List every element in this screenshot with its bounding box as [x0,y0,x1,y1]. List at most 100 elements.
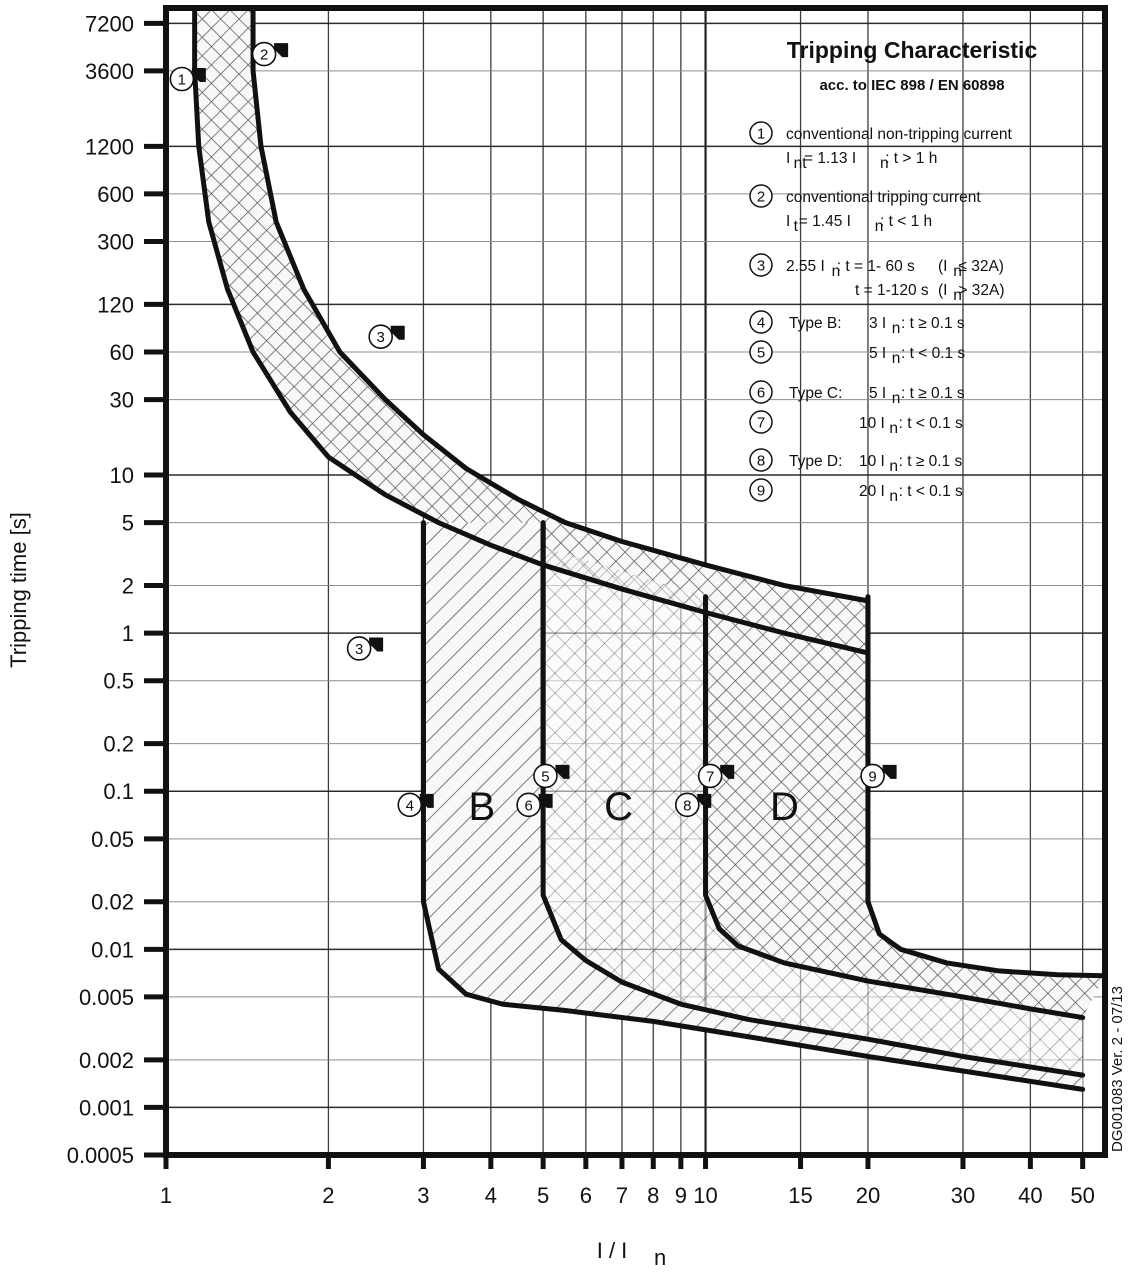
x-tick-label: 9 [675,1183,687,1208]
svg-text:I: I [786,213,790,230]
y-tick-label: 0.002 [79,1048,134,1073]
svg-text:3: 3 [355,641,363,658]
svg-text:n: n [892,350,901,367]
svg-text:conventional non-tripping curr: conventional non-tripping current [786,126,1012,143]
legend-type-5-value: 5 I n: t < 0.1 s [869,345,965,367]
svg-text:10 I: 10 I [859,415,885,432]
y-tick-label: 3600 [85,59,134,84]
y-tick-label: 7200 [85,11,134,36]
svg-text:nt: nt [794,155,808,172]
svg-text:3: 3 [377,329,385,346]
x-tick-label: 2 [322,1183,334,1208]
x-tick-label: 6 [580,1183,592,1208]
svg-text:: t ≥ 0.1 s: : t ≥ 0.1 s [901,315,965,332]
y-tick-label: 0.001 [79,1095,134,1120]
x-axis-title-sub: n [654,1245,666,1270]
x-axis-title-main: I / I [597,1238,628,1263]
legend-marker-6: 6 [749,380,773,404]
svg-text:1: 1 [178,71,186,88]
svg-text:n: n [892,320,901,337]
svg-text:Type B:: Type B: [789,315,842,332]
svg-text:n: n [889,488,898,505]
svg-text:7: 7 [706,768,714,785]
svg-text:: t > 1 h: : t > 1 h [885,150,937,167]
svg-text:3 I: 3 I [869,315,886,332]
svg-text:conventional tripping current: conventional tripping current [786,189,981,206]
legend-entry-3-line1: 2.55 I n : t = 1- 60 s (I n ≤ 32A) [786,258,1004,280]
x-tick-label: 4 [485,1183,497,1208]
marker-3b: 3 [346,636,384,661]
legend-marker-8: 8 [749,448,773,472]
legend-marker-5: 5 [749,340,773,364]
svg-text:≤ 32A): ≤ 32A) [958,258,1004,275]
y-tick-label: 2 [122,574,134,599]
y-tick-label: 120 [97,292,134,317]
x-tick-label: 20 [856,1183,880,1208]
curve-type-B-magnetic-upper [540,520,1086,1078]
curve-lines [192,8,1105,1092]
svg-text:t: t [794,218,799,235]
svg-text:: t ≥ 0.1 s: : t ≥ 0.1 s [901,385,965,402]
y-tick-label: 0.005 [79,985,134,1010]
svg-text:(I: (I [938,282,947,299]
svg-text:4: 4 [406,797,414,814]
svg-text:6: 6 [757,385,765,402]
svg-text:8: 8 [757,453,765,470]
y-axis-title: Tripping time [s] [6,512,31,668]
y-tick-label: 0.1 [103,779,134,804]
marker-6: 6 [516,792,553,818]
svg-text:: t ≥ 0.1 s: : t ≥ 0.1 s [899,453,963,470]
x-tick-label: 30 [951,1183,975,1208]
curve-thermal-upper-bound [250,8,871,604]
svg-text:t = 1-120 s: t = 1-120 s [855,282,929,299]
hatched-bands [194,8,1105,1090]
legend-entry-3-line2: t = 1-120 s (I n > 32A) [855,282,1005,304]
legend-panel: Tripping Characteristic acc. to IEC 898 /… [749,37,1037,505]
y-tick-label: 0.02 [91,890,134,915]
x-axis-title: I / I n [597,1238,667,1270]
svg-text:5 I: 5 I [869,385,886,402]
y-tick-label: 0.05 [91,827,134,852]
svg-text:= 1.45 I: = 1.45 I [799,213,851,230]
svg-text:n: n [953,287,962,304]
band-label-C: C [604,785,633,829]
legend-marker-3: 3 [749,253,773,277]
y-tick-label: 300 [97,230,134,255]
band-type-b [423,522,1083,1090]
x-tick-label: 8 [647,1183,659,1208]
x-tick-label: 50 [1070,1183,1094,1208]
y-tick-label: 0.5 [103,669,134,694]
y-tick-label: 30 [110,388,134,413]
svg-text:I: I [786,150,790,167]
marker-7: 7 [697,763,735,789]
axis-ticks [144,20,1086,1169]
svg-text:1: 1 [757,126,765,143]
svg-text:n: n [889,420,898,437]
svg-text:n: n [880,155,889,172]
svg-text:2: 2 [757,189,765,206]
y-tick-label: 600 [97,182,134,207]
band-type-c-2 [543,547,1083,1076]
curve-type-C-magnetic-upper [703,594,1086,1021]
svg-text:5: 5 [541,768,549,785]
y-tick-label: 0.01 [91,937,134,962]
svg-text:n: n [892,390,901,407]
x-tick-label: 1 [160,1183,172,1208]
legend-type-6-value: 5 I n: t ≥ 0.1 s [869,385,965,407]
band-label-B: B [469,785,496,829]
svg-text:: t < 0.1 s: : t < 0.1 s [901,345,965,362]
x-tick-label: 15 [788,1183,812,1208]
marker-5: 5 [533,763,570,789]
band-letter-labels: B C D [469,785,799,829]
svg-text:n: n [875,218,884,235]
marker-3a: 3 [368,324,405,350]
marker-2: 2 [251,41,289,67]
svg-text:2.55 I: 2.55 I [786,258,825,275]
marker-4: 4 [397,792,434,818]
